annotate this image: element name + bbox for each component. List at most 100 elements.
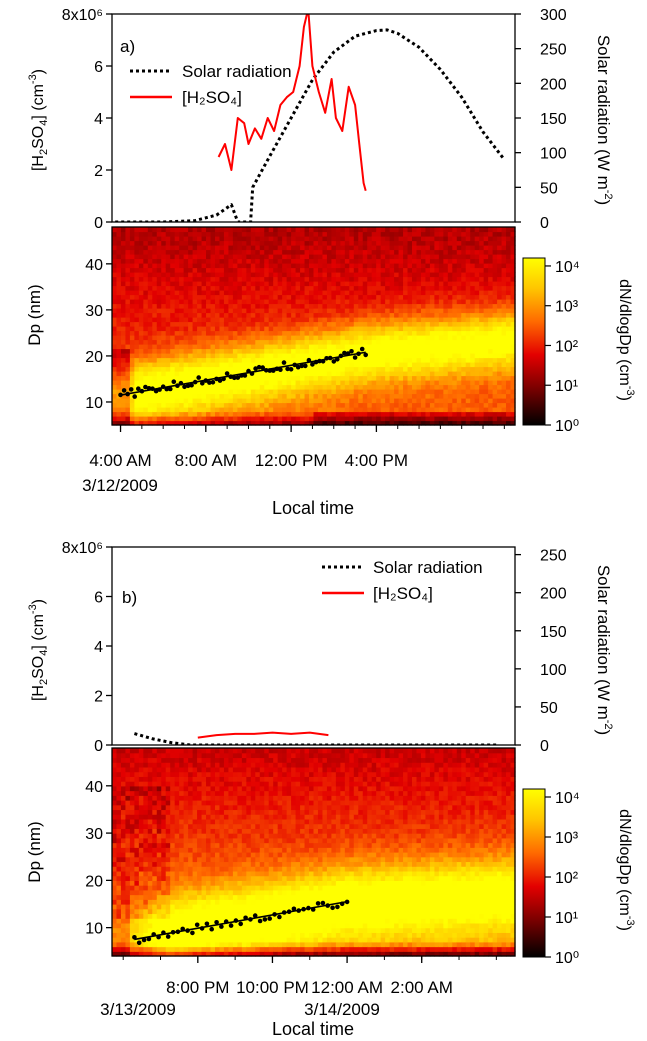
heatmap-cell [344, 335, 350, 341]
heatmap-cell [112, 762, 118, 768]
heatmap-cell [219, 339, 225, 345]
heatmap-cell [389, 263, 395, 269]
heatmap-cell [313, 389, 319, 395]
heatmap-cell [398, 371, 404, 377]
heatmap-cell [470, 380, 476, 386]
heatmap-cell [152, 771, 158, 777]
heatmap-cell [174, 913, 180, 919]
heatmap-cell [228, 411, 234, 417]
heatmap-cell [304, 245, 310, 251]
heatmap-cell [125, 885, 131, 891]
heatmap-cell [152, 800, 158, 806]
heatmap-cell [161, 856, 167, 863]
heatmap-cell [452, 227, 458, 233]
heatmap-cell [380, 231, 386, 237]
heatmap-cell [192, 823, 198, 829]
heatmap-cell [147, 837, 153, 844]
heatmap-cell [116, 416, 122, 422]
heatmap-cell [250, 272, 256, 278]
heatmap-cell [461, 411, 467, 417]
heatmap-cell [385, 362, 391, 368]
heatmap-cell [183, 411, 189, 417]
heatmap-cell [416, 312, 422, 318]
heatmap-cell [152, 321, 158, 327]
heatmap-cell [268, 321, 274, 327]
heatmap-cell [174, 847, 180, 853]
heatmap-cell [147, 258, 153, 264]
heatmap-cell [447, 353, 453, 359]
heatmap-cell [483, 303, 489, 309]
heatmap-cell [309, 339, 315, 345]
heatmap-cell [120, 861, 127, 867]
heatmap-cell [380, 330, 386, 336]
heatmap-cell [425, 348, 431, 354]
heatmap-cell [510, 411, 516, 417]
heatmap-cell [138, 303, 144, 309]
heatmap-cell [394, 272, 400, 278]
heatmap-cell [237, 366, 243, 372]
heatmap-cell [170, 757, 176, 763]
heatmap-cell [116, 847, 122, 853]
heatmap-cell [214, 330, 221, 336]
heatmap-cell [465, 357, 471, 363]
heatmap-cell [116, 899, 122, 905]
heatmap-cell [362, 312, 368, 318]
heatmap-cell [322, 308, 328, 314]
heatmap-cell [268, 258, 274, 264]
heatmap-cell [170, 899, 176, 905]
heatmap-cell [443, 321, 449, 327]
heatmap-cell [394, 254, 400, 260]
heatmap-cell [129, 870, 135, 877]
heatmap-cell [286, 317, 292, 323]
heatmap-cell [129, 330, 135, 336]
heatmap-cell [147, 231, 153, 237]
heatmap-cell [138, 317, 144, 323]
heatmap-cell [394, 407, 400, 413]
heatmap-cell [237, 357, 243, 363]
heatmap-cell [156, 809, 162, 815]
heatmap-cell [362, 407, 368, 413]
heatmap-cell [322, 380, 328, 386]
heatmap-cell [120, 866, 127, 872]
heatmap-cell [349, 389, 355, 395]
heatmap-cell [497, 362, 503, 368]
heatmap-cell [246, 380, 252, 386]
heatmap-cell [237, 258, 243, 264]
heatmap-cell [309, 321, 315, 327]
heatmap-cell [219, 317, 225, 323]
heatmap-cell [174, 393, 180, 399]
heatmap-cell [143, 294, 149, 300]
heatmap-cell [143, 781, 149, 787]
heatmap-cell [246, 420, 252, 426]
heatmap-cell [143, 894, 149, 900]
heatmap-cell [125, 362, 131, 368]
heatmap-cell [470, 236, 476, 242]
heatmap-cell [385, 344, 391, 350]
heatmap-cell [165, 393, 171, 399]
heatmap-cell [232, 249, 238, 255]
heatmap-cell [264, 312, 270, 318]
heatmap-cell [237, 339, 243, 345]
heatmap-cell [219, 357, 225, 363]
heatmap-cell [358, 362, 364, 368]
heatmap-cell [497, 276, 503, 282]
heatmap-cell [120, 294, 127, 300]
heatmap-cell [237, 240, 243, 246]
heatmap-cell [192, 416, 198, 422]
heatmap-cell [138, 908, 144, 915]
heatmap-cell [273, 330, 279, 336]
heatmap-cell [277, 272, 283, 278]
heatmap-cell [483, 267, 489, 273]
heatmap-cell [125, 348, 131, 354]
heatmap-cell [223, 402, 230, 408]
heatmap-cell [188, 771, 194, 777]
heatmap-cell [273, 272, 279, 278]
heatmap-cell [474, 290, 480, 296]
heatmap-cell [403, 299, 409, 305]
heatmap-cell [376, 267, 382, 273]
heatmap-cell [120, 814, 127, 820]
heatmap-cell [250, 402, 256, 408]
growth-data-point [253, 366, 258, 371]
heatmap-cell [376, 366, 382, 372]
heatmap-cell [304, 321, 310, 327]
